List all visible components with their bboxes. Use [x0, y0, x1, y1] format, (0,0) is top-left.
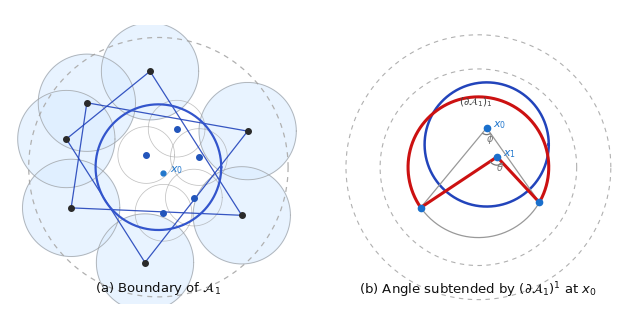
- Text: (a) Boundary of $\mathcal{A}_1$: (a) Boundary of $\mathcal{A}_1$: [95, 280, 221, 297]
- Circle shape: [38, 54, 136, 152]
- Circle shape: [97, 214, 194, 311]
- Circle shape: [193, 167, 291, 264]
- Text: $\phi$: $\phi$: [486, 132, 495, 146]
- Circle shape: [18, 90, 115, 188]
- Circle shape: [22, 159, 120, 256]
- Text: $\theta$: $\theta$: [496, 161, 504, 173]
- Circle shape: [101, 23, 198, 120]
- Text: $x_0$: $x_0$: [170, 164, 183, 176]
- Circle shape: [199, 82, 296, 180]
- Text: $x_0$: $x_0$: [493, 119, 506, 131]
- Text: (b) Angle subtended by $(\partial\mathcal{A}_1)^1$ at $x_0$: (b) Angle subtended by $(\partial\mathca…: [360, 280, 597, 300]
- Text: $(\partial\mathcal{A}_1)_1$: $(\partial\mathcal{A}_1)_1$: [459, 95, 492, 109]
- Text: $x_1$: $x_1$: [503, 148, 516, 160]
